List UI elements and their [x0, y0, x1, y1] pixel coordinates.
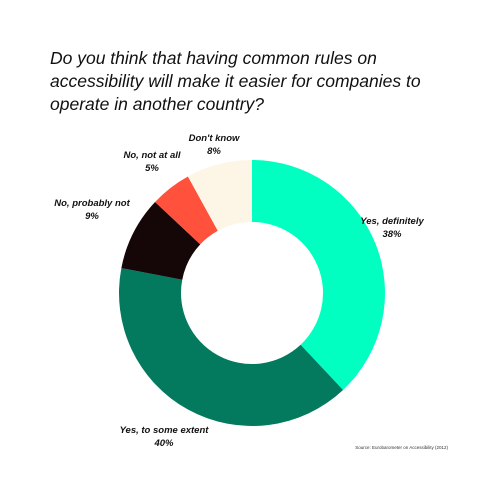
chart-title: Do you think that having common rules on… — [50, 48, 421, 114]
slice-no-probably-not — [121, 201, 201, 280]
slice-label: No, probably not 9% — [54, 198, 130, 222]
slice-label: No, not at all 5% — [124, 150, 181, 174]
slice-label: Yes, to some extent 40% — [120, 425, 210, 449]
slice-label: Don't know 8% — [189, 133, 240, 157]
slice-don-t-know — [187, 160, 252, 231]
slice-yes-definitely — [252, 160, 385, 390]
slice-yes-to-some-extent — [118, 268, 344, 426]
slice-no-not-at-all — [155, 176, 218, 245]
slice-label: Yes, definitely 38% — [360, 216, 424, 240]
source-note: Source: Eurobarometer on Accessibility (… — [355, 445, 448, 450]
